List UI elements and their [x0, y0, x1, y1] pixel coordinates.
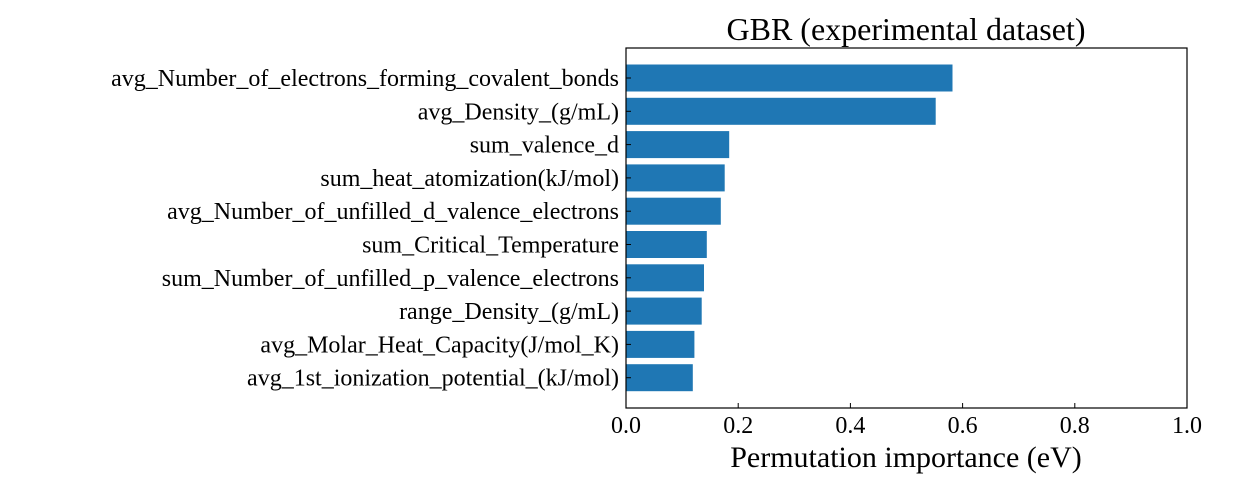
bar: [626, 131, 730, 159]
y-tick-label: avg_Molar_Heat_Capacity(J/mol_K): [260, 332, 619, 358]
y-tick-label: sum_Critical_Temperature: [362, 233, 619, 259]
bar: [626, 231, 707, 258]
bar: [626, 264, 704, 292]
bar: [626, 64, 953, 92]
x-axis-label: Permutation importance (eV): [730, 441, 1082, 474]
x-ticks: 0.0 0.2 0.4 0.6 0.8 1.0: [611, 403, 1202, 439]
x-tick-label: 0.0: [611, 413, 641, 439]
bar: [626, 164, 725, 192]
bar: [626, 97, 936, 125]
y-tick-label: sum_valence_d: [470, 133, 619, 159]
bars-group: [626, 64, 953, 392]
y-tick-label: avg_Density_(g/mL): [418, 99, 619, 125]
x-tick-label: 0.6: [948, 413, 978, 439]
y-tick-label: sum_Number_of_unfilled_p_valence_electro…: [162, 266, 619, 292]
plot-frame: [625, 47, 1188, 409]
x-tick-label: 0.4: [835, 413, 865, 439]
x-tick-label: 1.0: [1172, 413, 1202, 439]
bar: [626, 197, 721, 225]
x-tick-label: 0.2: [723, 413, 753, 439]
bar: [626, 297, 702, 325]
bar: [626, 364, 693, 392]
y-tick-label: range_Density_(g/mL): [399, 299, 619, 325]
bar: [626, 330, 695, 358]
chart-title: GBR (experimental dataset): [727, 11, 1086, 47]
y-tick-label: avg_Number_of_electrons_forming_covalent…: [111, 66, 619, 92]
y-tick-label: avg_Number_of_unfilled_d_valence_electro…: [167, 199, 619, 225]
y-tick-label: sum_heat_atomization(kJ/mol): [320, 166, 619, 192]
y-tick-label: avg_1st_ionization_potential_(kJ/mol): [247, 366, 619, 392]
x-tick-label: 0.8: [1060, 413, 1090, 439]
y-tick-labels: avg_Number_of_electrons_forming_covalent…: [111, 66, 619, 392]
